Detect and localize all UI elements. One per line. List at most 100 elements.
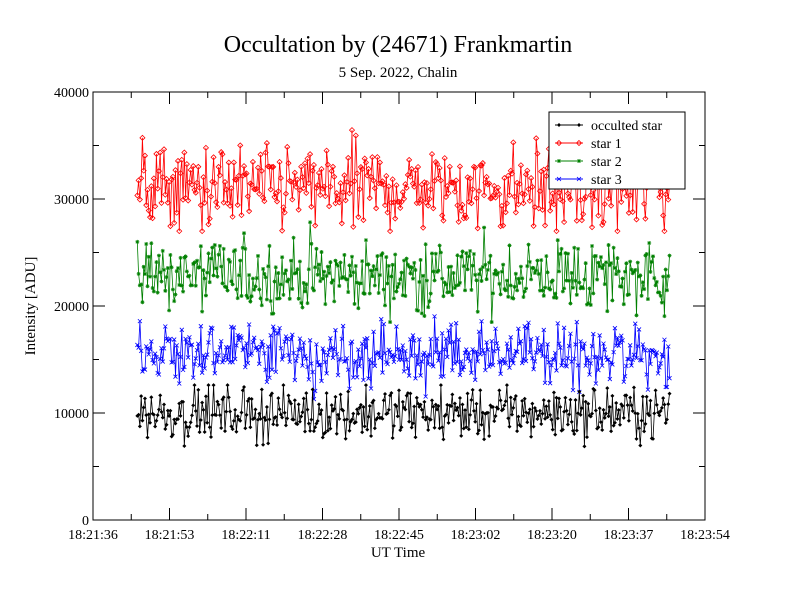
data-point (360, 430, 365, 435)
data-point (612, 325, 618, 331)
data-point (155, 290, 160, 295)
data-point (601, 200, 608, 208)
data-point (209, 256, 214, 261)
data-point (553, 432, 558, 437)
data-point (184, 425, 189, 430)
data-point (426, 305, 431, 310)
data-point (385, 183, 392, 190)
data-point (611, 423, 616, 428)
data-point (226, 257, 231, 262)
data-point (211, 273, 216, 278)
data-point (391, 359, 397, 365)
data-point (230, 359, 235, 365)
data-point (301, 396, 306, 401)
data-point (327, 271, 332, 276)
data-point (355, 280, 360, 285)
data-point (611, 349, 616, 355)
data-point (455, 359, 460, 365)
data-point (593, 381, 599, 386)
data-point (564, 278, 569, 283)
data-point (381, 321, 387, 327)
data-point (310, 387, 315, 392)
data-point (522, 171, 530, 178)
data-point (314, 246, 319, 251)
data-point (281, 292, 286, 297)
data-point (365, 165, 372, 172)
data-point (295, 206, 302, 213)
data-point (593, 253, 598, 258)
data-point (170, 432, 175, 437)
data-point (588, 361, 594, 366)
data-point (160, 248, 165, 253)
data-point (389, 354, 394, 360)
data-point (473, 419, 478, 424)
data-point (400, 399, 405, 404)
data-point (459, 201, 466, 208)
data-point (264, 405, 269, 410)
data-point (413, 376, 418, 381)
data-point (350, 375, 356, 380)
data-point (244, 341, 249, 346)
data-point (494, 272, 499, 277)
data-point (320, 346, 326, 351)
data-point (173, 374, 178, 379)
data-point (496, 406, 501, 411)
data-point (449, 179, 456, 186)
data-point (169, 173, 176, 180)
data-point (545, 415, 550, 420)
data-point (436, 164, 443, 172)
data-point (417, 279, 422, 284)
data-point (219, 151, 226, 158)
data-point (407, 419, 412, 424)
data-point (171, 219, 178, 226)
data-point (521, 413, 526, 418)
data-point (445, 190, 452, 197)
data-point (289, 258, 294, 263)
data-point (300, 184, 307, 192)
data-point (562, 286, 567, 291)
data-point (267, 417, 272, 422)
data-point (390, 435, 395, 440)
data-point (661, 228, 668, 235)
data-point (149, 395, 154, 400)
data-point (559, 363, 564, 368)
data-point (146, 352, 152, 357)
data-point (427, 186, 434, 193)
data-point (551, 295, 556, 300)
legend-label: occulted star (591, 119, 662, 134)
data-point (560, 357, 566, 363)
data-point (493, 326, 498, 332)
data-point (268, 163, 276, 171)
data-point (331, 173, 338, 180)
data-point (628, 395, 633, 400)
data-point (507, 167, 514, 174)
data-point (168, 252, 173, 257)
data-point (361, 377, 366, 383)
data-point (164, 199, 171, 206)
data-point (463, 214, 470, 221)
data-point (386, 407, 391, 412)
data-point (497, 223, 504, 230)
data-point (521, 191, 528, 198)
data-point (380, 251, 385, 256)
data-point (286, 277, 291, 282)
data-point (534, 408, 539, 413)
data-point (558, 251, 563, 256)
data-point (383, 172, 390, 180)
data-point (457, 372, 463, 378)
data-point (434, 336, 440, 341)
data-point (155, 168, 163, 175)
data-point (257, 287, 262, 292)
data-point (487, 260, 492, 265)
data-point (548, 287, 553, 292)
data-point (329, 345, 334, 351)
data-point (301, 340, 307, 345)
data-point (461, 264, 466, 269)
data-point (525, 264, 530, 269)
data-point (411, 183, 418, 190)
data-point (610, 298, 615, 303)
data-point (574, 292, 579, 297)
data-point (167, 414, 172, 419)
data-point (555, 238, 560, 243)
data-point (466, 254, 471, 259)
